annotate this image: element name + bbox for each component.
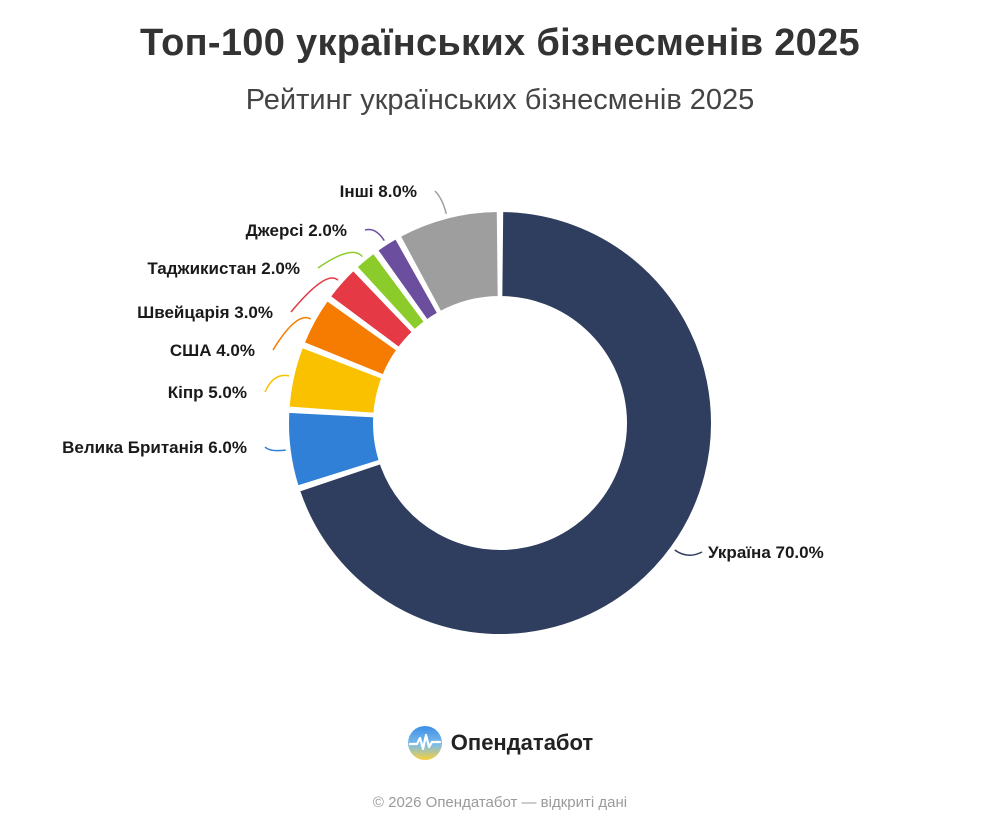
slice-1 <box>287 410 381 488</box>
slice-2 <box>287 346 384 415</box>
chart-title: Топ-100 українських бізнесменів 2025 <box>140 22 860 64</box>
leader-line-5 <box>317 251 363 269</box>
slice-label-1: Велика Британія 6.0% <box>62 438 247 457</box>
opendatabot-logo-icon <box>407 726 442 760</box>
leader-line-6 <box>364 228 385 242</box>
leader-line-7 <box>434 190 448 214</box>
slice-label-4: Швейцарія 3.0% <box>137 303 273 322</box>
slice-7 <box>398 210 500 313</box>
slice-label-3: США 4.0% <box>170 341 255 360</box>
slice-4 <box>328 268 414 349</box>
brand: Опендатабот <box>0 725 1000 761</box>
slice-label-7: Інші 8.0% <box>340 182 417 201</box>
slice-0 <box>298 210 713 636</box>
leader-line-4 <box>290 277 339 313</box>
leader-line-3 <box>272 316 312 351</box>
slice-5 <box>355 251 426 332</box>
footer-copyright: © 2026 Опендатабот — відкриті дані <box>372 794 628 811</box>
slice-label-0: Україна 70.0% <box>708 543 824 562</box>
slice-label-5: Таджикистан 2.0% <box>147 259 300 278</box>
chart-subtitle: Рейтинг українських бізнесменів 2025 <box>245 84 755 116</box>
slice-3 <box>302 299 399 377</box>
slice-6 <box>376 237 440 322</box>
brand-name: Опендатабот <box>450 730 594 755</box>
slice-label-6: Джерсі 2.0% <box>246 221 347 240</box>
leader-line-0 <box>674 549 703 556</box>
leader-line-2 <box>264 374 290 393</box>
leader-line-1 <box>264 446 286 452</box>
slice-label-2: Кіпр 5.0% <box>168 383 247 402</box>
